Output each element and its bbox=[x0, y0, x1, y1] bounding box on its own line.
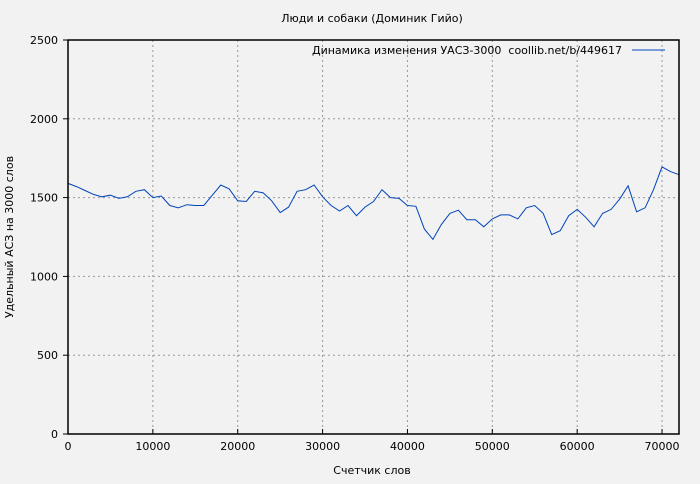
x-tick-label: 70000 bbox=[645, 440, 680, 453]
y-tick-label: 2500 bbox=[30, 34, 58, 47]
y-tick-label: 1500 bbox=[30, 192, 58, 205]
legend-label: Динамика изменения УАСЗ-3000 coollib.net… bbox=[312, 44, 622, 57]
y-tick-label: 1000 bbox=[30, 270, 58, 283]
x-tick-label: 60000 bbox=[560, 440, 595, 453]
x-tick-label: 40000 bbox=[390, 440, 425, 453]
x-tick-label: 50000 bbox=[475, 440, 510, 453]
x-tick-label: 10000 bbox=[135, 440, 170, 453]
y-tick-label: 0 bbox=[51, 428, 58, 441]
plot-frame bbox=[67, 39, 680, 435]
x-tick-label: 0 bbox=[65, 440, 72, 453]
x-tick-label: 30000 bbox=[305, 440, 340, 453]
x-axis-label: Счетчик слов bbox=[333, 464, 410, 477]
x-tick-label: 20000 bbox=[220, 440, 255, 453]
y-tick-label: 500 bbox=[37, 349, 58, 362]
series-line bbox=[67, 166, 680, 241]
y-tick-label: 2000 bbox=[30, 113, 58, 126]
y-axis-label: Удельный АСЗ на 3000 слов bbox=[3, 156, 16, 318]
chart-title: Люди и собаки (Доминик Гийо) bbox=[281, 12, 463, 25]
